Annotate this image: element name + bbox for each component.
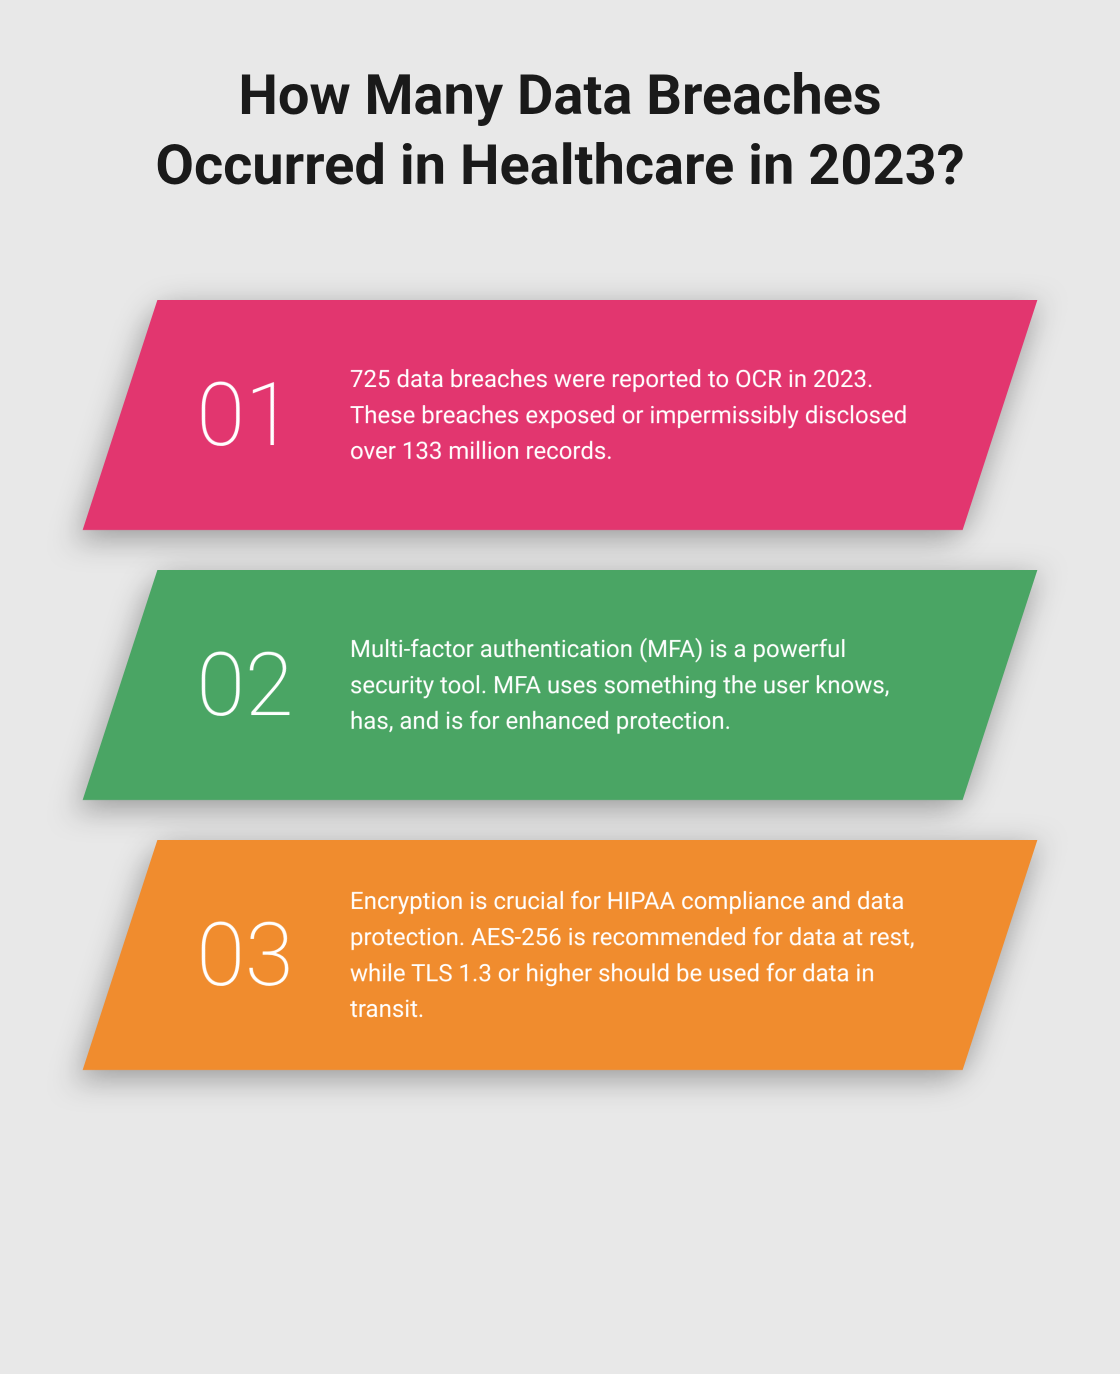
card-number: 01 bbox=[180, 364, 310, 467]
card-number: 03 bbox=[180, 904, 310, 1007]
card-text: Encryption is crucial for HIPAA complian… bbox=[350, 883, 920, 1027]
card-inner: 02 Multi-factor authentication (MFA) is … bbox=[120, 570, 1000, 800]
card-text: Multi-factor authentication (MFA) is a p… bbox=[350, 631, 920, 739]
info-card: 03 Encryption is crucial for HIPAA compl… bbox=[83, 840, 1038, 1070]
info-card: 02 Multi-factor authentication (MFA) is … bbox=[83, 570, 1038, 800]
info-card: 01 725 data breaches were reported to OC… bbox=[83, 300, 1038, 530]
card-inner: 01 725 data breaches were reported to OC… bbox=[120, 300, 1000, 530]
card-number: 02 bbox=[180, 634, 310, 737]
card-inner: 03 Encryption is crucial for HIPAA compl… bbox=[120, 840, 1000, 1070]
infographic-title: How Many Data Breaches Occurred in Healt… bbox=[80, 60, 1040, 200]
card-text: 725 data breaches were reported to OCR i… bbox=[350, 361, 920, 469]
cards-container: 01 725 data breaches were reported to OC… bbox=[80, 300, 1040, 1070]
